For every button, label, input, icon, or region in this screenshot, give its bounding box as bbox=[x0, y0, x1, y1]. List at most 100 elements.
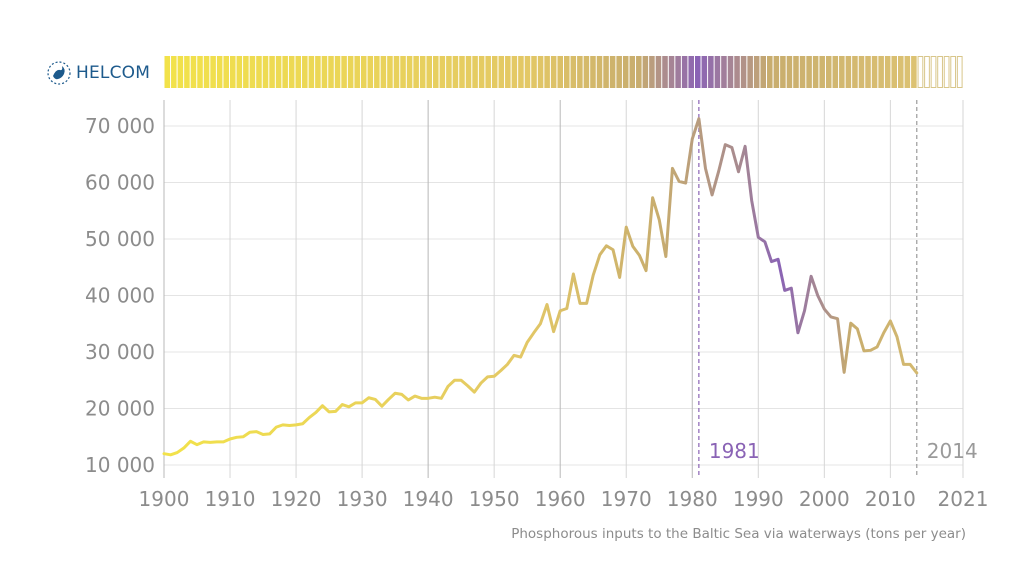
strip-cell bbox=[767, 56, 773, 88]
helcom-emblem-icon bbox=[47, 61, 71, 85]
strip-cell-empty bbox=[930, 56, 937, 88]
y-tick-label: 50 000 bbox=[85, 227, 155, 251]
strip-cell bbox=[262, 56, 269, 88]
strip-cell bbox=[171, 56, 177, 88]
strip-cell bbox=[590, 56, 596, 88]
strip-cell bbox=[577, 56, 583, 88]
strip-cell bbox=[177, 56, 184, 88]
x-tick-label: 1920 bbox=[271, 487, 322, 511]
strip-cell bbox=[511, 56, 518, 88]
strip-cell bbox=[740, 56, 747, 88]
strip-cell bbox=[393, 56, 400, 88]
strip-cell bbox=[485, 56, 491, 88]
strip-cell bbox=[557, 56, 563, 88]
strip-cell bbox=[550, 56, 557, 88]
strip-cell bbox=[433, 56, 439, 88]
strip-cell bbox=[799, 56, 806, 88]
chart-caption: Phosphorous inputs to the Baltic Sea via… bbox=[511, 526, 966, 542]
strip-cell bbox=[603, 56, 609, 88]
strip-cell bbox=[419, 56, 426, 88]
strip-cell bbox=[531, 56, 537, 88]
strip-cell bbox=[904, 56, 911, 88]
strip-cell bbox=[367, 56, 374, 88]
x-tick-label: 1930 bbox=[337, 487, 388, 511]
strip-cell bbox=[223, 56, 229, 88]
strip-cell bbox=[544, 56, 550, 88]
x-tick-label: 2010 bbox=[865, 487, 916, 511]
strip-cell bbox=[524, 56, 531, 88]
strip-cell bbox=[334, 56, 341, 88]
strip-cell bbox=[229, 56, 236, 88]
strip-cell bbox=[727, 56, 734, 88]
y-tick-label: 70 000 bbox=[85, 114, 155, 138]
strip-cell bbox=[269, 56, 275, 88]
annotation-label: 2014 bbox=[927, 439, 978, 463]
strip-cell bbox=[655, 56, 662, 88]
strip-cell bbox=[825, 56, 832, 88]
strip-cell bbox=[898, 56, 904, 88]
x-tick-label: 1970 bbox=[601, 487, 652, 511]
strip-cell bbox=[694, 56, 701, 88]
grid bbox=[163, 100, 964, 478]
strip-cell bbox=[609, 56, 616, 88]
strip-cell bbox=[413, 56, 419, 88]
strip-cell bbox=[701, 56, 708, 88]
strip-cell bbox=[858, 56, 865, 88]
strip-cell bbox=[878, 56, 884, 88]
annotations: 1981 2014 bbox=[698, 100, 978, 478]
strip-cell bbox=[184, 56, 190, 88]
strip-cell bbox=[374, 56, 380, 88]
strip-cell bbox=[295, 56, 302, 88]
year-color-strip bbox=[164, 56, 963, 88]
strip-cell bbox=[596, 56, 603, 88]
strip-cell bbox=[321, 56, 328, 88]
strip-cell bbox=[688, 56, 694, 88]
strip-cell bbox=[236, 56, 243, 88]
strip-cell bbox=[288, 56, 295, 88]
brand-name: HELCOM bbox=[76, 63, 151, 83]
strip-cell bbox=[753, 56, 760, 88]
strip-cell-empty bbox=[950, 56, 957, 88]
y-tick-label: 30 000 bbox=[85, 340, 155, 364]
strip-cell bbox=[465, 56, 472, 88]
strip-cell bbox=[786, 56, 793, 88]
strip-cell bbox=[439, 56, 446, 88]
strip-cell bbox=[498, 56, 505, 88]
strip-cell-empty bbox=[956, 56, 963, 88]
x-tick-label: 2021 bbox=[938, 487, 989, 511]
strip-cell bbox=[406, 56, 413, 88]
strip-cell bbox=[472, 56, 478, 88]
strip-cell bbox=[891, 56, 898, 88]
x-tick-label: 1940 bbox=[403, 487, 454, 511]
x-tick-label: 1990 bbox=[733, 487, 784, 511]
strip-cell bbox=[570, 56, 577, 88]
strip-cell bbox=[328, 56, 334, 88]
strip-cell bbox=[315, 56, 321, 88]
strip-cell bbox=[341, 56, 347, 88]
strip-cell bbox=[387, 56, 393, 88]
strip-cell bbox=[760, 56, 767, 88]
strip-cell bbox=[852, 56, 858, 88]
strip-cell bbox=[302, 56, 308, 88]
strip-cell-empty bbox=[943, 56, 950, 88]
series-line bbox=[162, 117, 919, 457]
strip-cell bbox=[780, 56, 786, 88]
strip-cell bbox=[721, 56, 727, 88]
strip-cell bbox=[256, 56, 262, 88]
strip-cell bbox=[400, 56, 406, 88]
strip-cell bbox=[747, 56, 753, 88]
strip-cell bbox=[203, 56, 210, 88]
strip-cell bbox=[714, 56, 721, 88]
strip-cell bbox=[452, 56, 459, 88]
strip-cell bbox=[793, 56, 799, 88]
strip-cell bbox=[662, 56, 668, 88]
strip-cell bbox=[616, 56, 622, 88]
strip-cell bbox=[564, 56, 570, 88]
data-points bbox=[163, 117, 919, 456]
strip-cell bbox=[911, 56, 917, 88]
strip-cell bbox=[583, 56, 590, 88]
strip-cell bbox=[819, 56, 825, 88]
strip-cell bbox=[164, 56, 171, 88]
x-tick-label: 1950 bbox=[469, 487, 520, 511]
